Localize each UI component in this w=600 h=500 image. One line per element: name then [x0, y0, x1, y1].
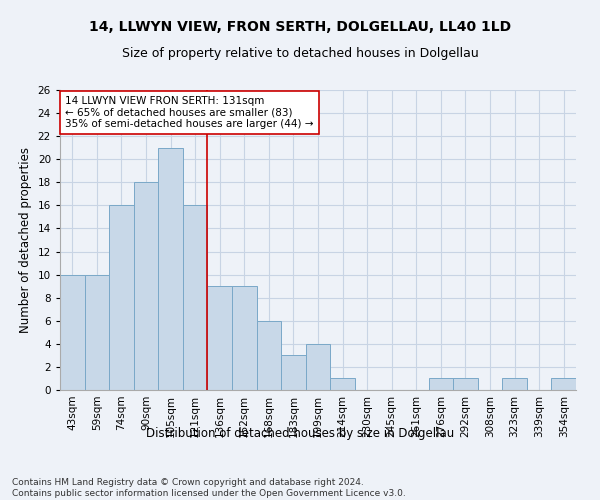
Bar [306, 344, 330, 390]
Bar [551, 378, 576, 390]
Text: Size of property relative to detached houses in Dolgellau: Size of property relative to detached ho… [122, 48, 478, 60]
Text: Contains HM Land Registry data © Crown copyright and database right 2024.
Contai: Contains HM Land Registry data © Crown c… [12, 478, 406, 498]
Bar [330, 378, 355, 390]
Y-axis label: Number of detached properties: Number of detached properties [19, 147, 32, 333]
Bar [85, 274, 109, 390]
Bar [183, 206, 208, 390]
Bar [208, 286, 232, 390]
Bar [453, 378, 478, 390]
Bar [232, 286, 257, 390]
Bar [60, 274, 85, 390]
Bar [502, 378, 527, 390]
Text: 14, LLWYN VIEW, FRON SERTH, DOLGELLAU, LL40 1LD: 14, LLWYN VIEW, FRON SERTH, DOLGELLAU, L… [89, 20, 511, 34]
Bar [109, 206, 134, 390]
Bar [281, 356, 306, 390]
Bar [158, 148, 183, 390]
Text: 14 LLWYN VIEW FRON SERTH: 131sqm
← 65% of detached houses are smaller (83)
35% o: 14 LLWYN VIEW FRON SERTH: 131sqm ← 65% o… [65, 96, 314, 129]
Text: Distribution of detached houses by size in Dolgellau: Distribution of detached houses by size … [146, 428, 454, 440]
Bar [428, 378, 453, 390]
Bar [257, 321, 281, 390]
Bar [134, 182, 158, 390]
